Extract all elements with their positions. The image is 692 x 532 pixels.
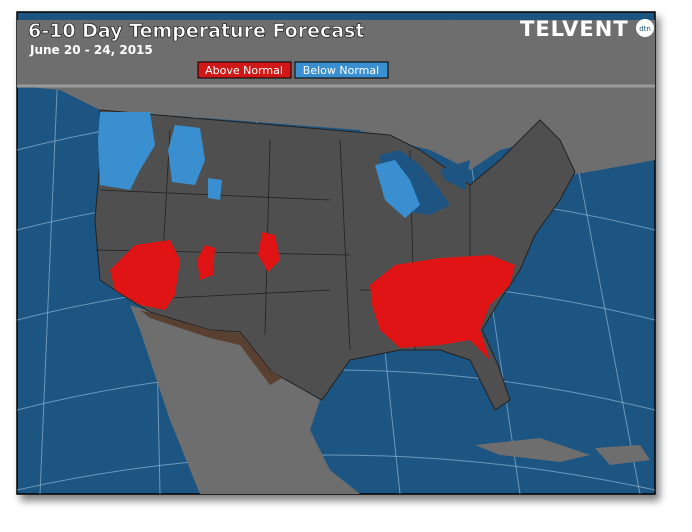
legend-label: Above Normal <box>205 64 283 77</box>
legend-swatch-above <box>197 61 292 79</box>
canada <box>17 20 655 175</box>
logo: TELVENT <box>520 17 629 41</box>
below-normal-area <box>168 125 222 200</box>
legend-swatch-below <box>294 61 389 79</box>
mexico <box>130 305 360 494</box>
above-normal-area <box>197 232 280 280</box>
above-normal-area <box>110 240 180 310</box>
map-title: 6-10 Day Temperature Forecast <box>28 20 364 42</box>
logo-badge <box>636 19 654 37</box>
above-normal-area <box>370 255 515 360</box>
map-body <box>17 19 655 494</box>
below-normal-area <box>98 112 155 190</box>
below-normal-area <box>375 160 420 218</box>
legend-label: Below Normal <box>303 64 379 77</box>
mexico-border-strip <box>140 310 282 385</box>
map-subtitle: June 20 - 24, 2015 <box>29 43 153 57</box>
logo-badge-text: dtn <box>639 25 651 33</box>
caribbean <box>475 438 650 465</box>
